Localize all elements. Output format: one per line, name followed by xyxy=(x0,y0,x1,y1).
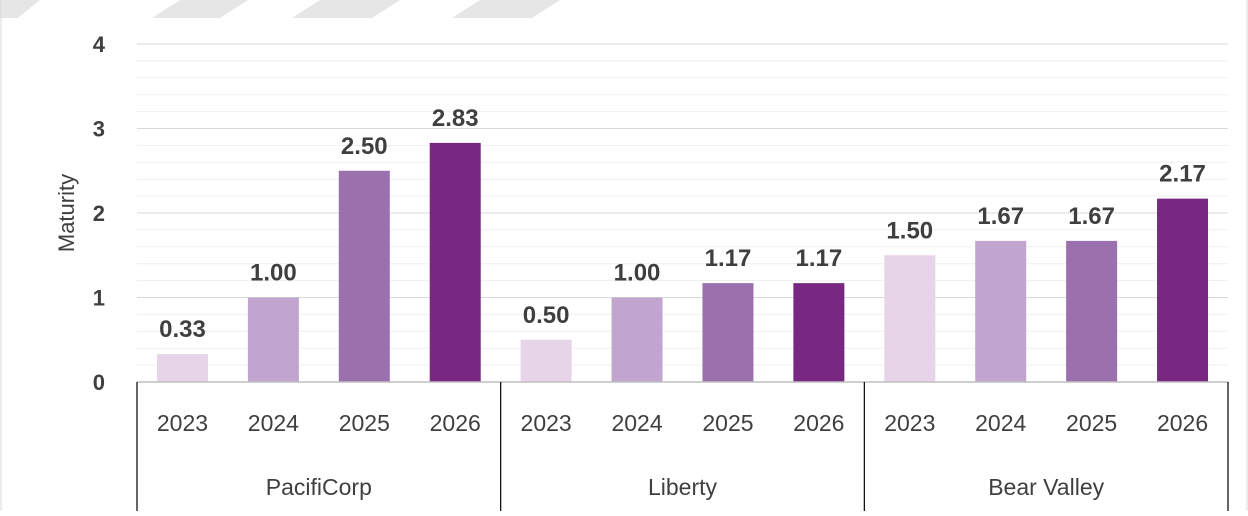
bar-liberty-2023 xyxy=(520,339,572,382)
x-category-label: 2023 xyxy=(157,410,208,436)
y-tick-label: 1 xyxy=(93,286,105,311)
bar-pacificorp-2024 xyxy=(247,297,299,382)
bar-bear-valley-2025 xyxy=(1066,240,1118,382)
x-category-label: 2024 xyxy=(975,410,1026,436)
group-label: Liberty xyxy=(648,474,718,500)
group-label: Bear Valley xyxy=(988,474,1104,500)
x-category-label: 2026 xyxy=(430,410,481,436)
top-stripe-4 xyxy=(452,0,560,18)
x-category-label: 2025 xyxy=(339,410,390,436)
bar-liberty-2024 xyxy=(611,297,663,382)
data-label: 1.50 xyxy=(886,217,933,244)
data-label: 2.50 xyxy=(341,133,388,160)
x-category-label: 2025 xyxy=(702,410,753,436)
data-label: 1.17 xyxy=(796,245,843,272)
bar-pacificorp-2026 xyxy=(429,142,481,382)
x-category-label: 2023 xyxy=(521,410,572,436)
bar-bear-valley-2026 xyxy=(1157,198,1209,382)
top-stripe-2 xyxy=(152,0,248,18)
bar-pacificorp-2025 xyxy=(338,170,390,382)
x-category-label: 2023 xyxy=(884,410,935,436)
x-category-label: 2024 xyxy=(248,410,299,436)
bar-bear-valley-2024 xyxy=(975,240,1027,382)
data-label: 2.17 xyxy=(1159,161,1206,188)
y-tick-label: 3 xyxy=(93,117,105,142)
x-category-label: 2026 xyxy=(1157,410,1208,436)
x-category-label: 2026 xyxy=(793,410,844,436)
data-label: 1.67 xyxy=(1068,203,1115,230)
bar-liberty-2025 xyxy=(702,283,754,382)
data-label: 1.67 xyxy=(977,203,1024,230)
bar-liberty-2026 xyxy=(793,283,845,382)
y-tick-label: 0 xyxy=(93,370,105,395)
data-label: 2.83 xyxy=(432,105,479,132)
y-axis-title: Maturity xyxy=(54,174,79,252)
bar-pacificorp-2023 xyxy=(156,354,208,382)
group-label: PacifiCorp xyxy=(266,474,372,500)
data-label: 1.17 xyxy=(705,245,752,272)
top-stripe-3 xyxy=(292,0,400,18)
data-label: 1.00 xyxy=(614,260,661,287)
x-category-label: 2024 xyxy=(611,410,662,436)
data-label: 0.50 xyxy=(523,302,570,329)
y-tick-label: 2 xyxy=(93,201,105,226)
y-tick-label: 4 xyxy=(93,32,106,57)
bar-bear-valley-2023 xyxy=(884,255,936,382)
x-category-label: 2025 xyxy=(1066,410,1117,436)
top-stripe-1 xyxy=(0,0,40,18)
data-label: 1.00 xyxy=(250,260,297,287)
data-label: 0.33 xyxy=(159,316,206,343)
